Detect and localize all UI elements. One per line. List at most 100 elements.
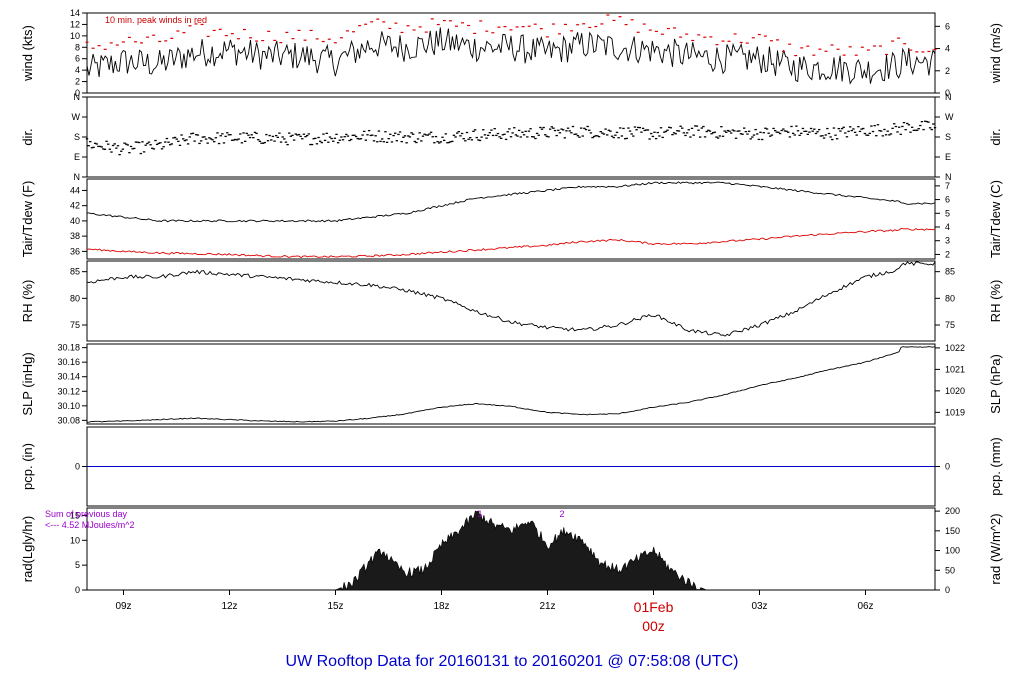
dir-right-tick-label: N (945, 172, 952, 182)
dir-left-axis-label: dir. (20, 128, 35, 145)
dir-right-axis-label: dir. (988, 128, 1003, 145)
rad-right-tick-label: 100 (945, 546, 960, 556)
rh-series-line (86, 261, 936, 337)
rad-right-axis-label: rad (W/m^2) (988, 513, 1003, 584)
temp-left-axis-label: Tair/Tdew (F) (20, 181, 35, 258)
tdew-series-line (86, 227, 936, 259)
slp-left-tick-label: 30.08 (57, 415, 80, 425)
wind-right-tick-label: 2 (945, 66, 950, 76)
panel-slp: 30.08 30.10 30.12 30.14 30.16 30.18 1019 1020 10… (20, 343, 1003, 426)
rad-marker-2: 2 (559, 509, 564, 519)
wind-left-tick-label: 0 (75, 88, 80, 98)
wind-left-tick-label: 6 (75, 54, 80, 64)
rh-right-tick-label: 80 (945, 293, 955, 303)
wind-annotation: 10 min. peak winds in red (105, 15, 207, 25)
x-date-label: 01Feb (634, 599, 674, 615)
x-tick-label: 12z (221, 601, 237, 612)
dir-right-tick-label: N (945, 92, 952, 102)
tair-series-line (86, 181, 936, 223)
wind-right-tick-label: 0 (945, 88, 950, 98)
temp-right-tick-label: 2 (945, 249, 950, 259)
temp-right-tick-label: 3 (945, 236, 950, 246)
rad-right-tick-label: 0 (945, 585, 950, 595)
slp-frame (86, 343, 936, 425)
wind-left-tick-label: 4 (75, 65, 80, 75)
wind-left-tick-label: 8 (75, 42, 80, 52)
slp-right-tick-label: 1021 (945, 364, 965, 374)
rh-left-tick-label: 85 (70, 267, 80, 277)
rad-left-tick-label: 5 (75, 560, 80, 570)
wind-left-axis-label: wind (kts) (20, 25, 35, 82)
dir-left-tick-label: N (74, 172, 81, 182)
dir-right-tick-label: W (945, 112, 954, 122)
slp-left-tick-label: 30.16 (57, 357, 80, 367)
chart-title: UW Rooftop Data for 20160131 to 20160201… (286, 653, 739, 670)
temp-left-tick-label: 38 (70, 231, 80, 241)
temp-frame (86, 178, 936, 260)
rad-left-axis-label: rad(Lgly/hr) (20, 516, 35, 582)
rh-frame (86, 260, 936, 342)
temp-right-tick-label: 4 (945, 222, 950, 232)
dir-right-tick-label: S (945, 132, 951, 142)
rad-left-tick-label: 0 (75, 585, 80, 595)
wind-frame (86, 12, 936, 94)
rh-right-tick-label: 85 (945, 267, 955, 277)
wind-right-tick-label: 4 (945, 44, 950, 54)
slp-left-tick-label: 30.18 (57, 343, 80, 353)
wind-right-axis-label: wind (m/s) (988, 23, 1003, 84)
slp-left-tick-label: 30.12 (57, 386, 80, 396)
temp-right-tick-label: 6 (945, 195, 950, 205)
panel-rh: 75 80 85 75 80 85 RH (%) RH (%) (20, 260, 1003, 342)
x-date-time-label: 00z (642, 618, 665, 634)
x-tick-label: 06z (857, 601, 873, 612)
slp-right-tick-label: 1019 (945, 407, 965, 417)
panel-temp: 36 38 40 42 44 2 3 4 5 6 7 Tair/Tdew (F) Tair/Tdew (… (20, 178, 1003, 260)
pcp-left-axis-label: pcp. (in) (20, 443, 35, 490)
dir-left-tick-label: W (72, 112, 81, 122)
rad-left-tick-label: 10 (70, 535, 80, 545)
rh-right-axis-label: RH (%) (988, 280, 1003, 323)
dir-left-tick-label: S (74, 132, 80, 142)
slp-right-tick-label: 1020 (945, 386, 965, 396)
dir-left-tick-label: E (74, 152, 80, 162)
slp-left-axis-label: SLP (inHg) (20, 352, 35, 415)
rh-right-tick-label: 75 (945, 320, 955, 330)
dir-left-tick-label: N (74, 92, 81, 102)
x-tick-label: 18z (433, 601, 449, 612)
panel-pcp: 0 0 pcp. (in) pcp. (mm) (20, 426, 1003, 507)
pcp-right-tick-label: 0 (945, 462, 950, 472)
rad-annotation-line2: <--- 4.52 MJoules/m^2 (45, 520, 135, 530)
pcp-left-tick-label: 0 (75, 462, 80, 472)
wind-series-line (86, 27, 936, 85)
x-tick-label: 09z (115, 601, 131, 612)
temp-right-axis-label: Tair/Tdew (C) (988, 180, 1003, 258)
rad-right-tick-label: 50 (945, 565, 955, 575)
x-tick-label: 15z (327, 601, 343, 612)
rad-annotation-line1: Sum of previous day (45, 509, 128, 519)
temp-left-tick-label: 40 (70, 216, 80, 226)
temp-left-tick-label: 36 (70, 246, 80, 256)
wind-left-tick-label: 14 (70, 8, 80, 18)
rad-left-tick-label: 15 (70, 510, 80, 520)
x-tick-label: 03z (751, 601, 767, 612)
rh-left-tick-label: 75 (70, 320, 80, 330)
temp-right-tick-label: 5 (945, 208, 950, 218)
rad-series-area (335, 510, 707, 591)
rad-marker-1: 1 (477, 509, 482, 519)
rh-left-axis-label: RH (%) (20, 280, 35, 323)
x-tick-label: 21z (539, 601, 555, 612)
slp-series-line (87, 346, 936, 423)
x-axis: 09z 12z 15z 18z 21z 01Feb 00z 03z 06z (115, 590, 874, 634)
rad-right-tick-label: 200 (945, 506, 960, 516)
pcp-right-axis-label: pcp. (mm) (988, 437, 1003, 496)
temp-right-tick-label: 7 (945, 181, 950, 191)
rh-left-tick-label: 80 (70, 293, 80, 303)
wind-right-tick-label: 6 (945, 21, 950, 31)
wind-left-tick-label: 12 (70, 19, 80, 29)
rad-right-tick-label: 150 (945, 526, 960, 536)
